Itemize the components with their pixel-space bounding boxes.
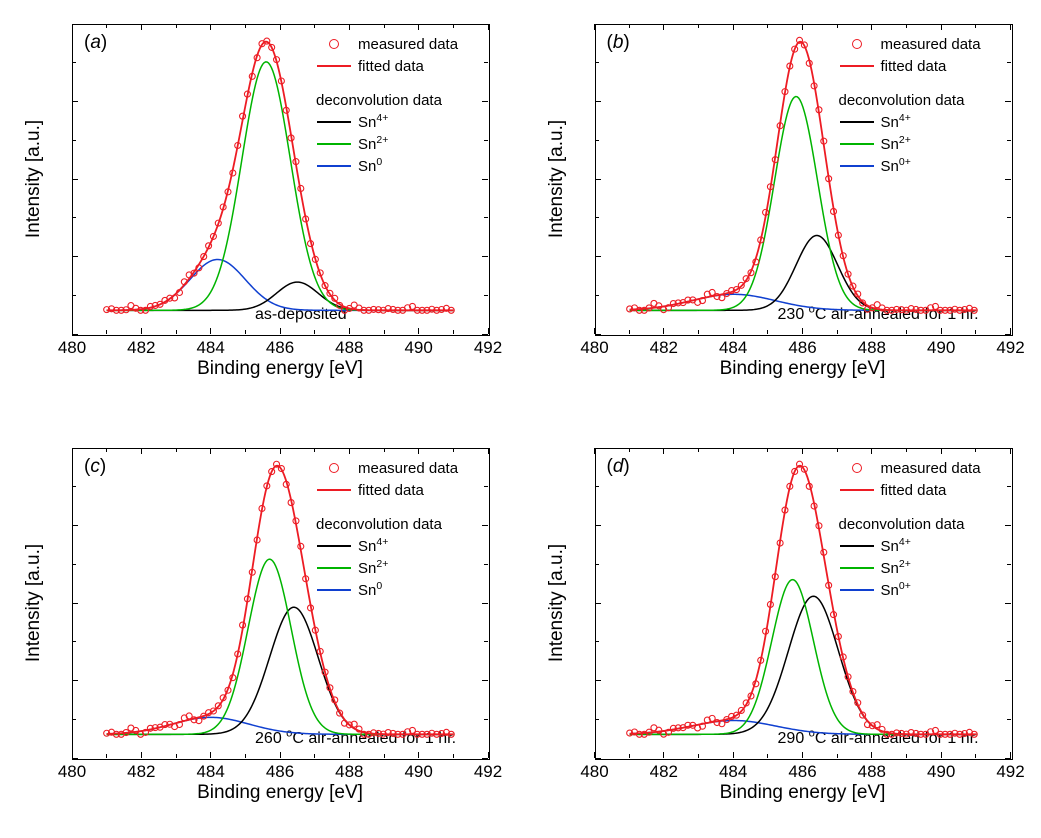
legend-row: Sn2+ (839, 558, 981, 578)
legend-row: measured data (839, 458, 981, 478)
line-icon (839, 560, 875, 576)
line-icon (839, 58, 875, 74)
legend-row: Sn4+ (316, 112, 458, 132)
legend-label: measured data (358, 460, 458, 477)
legend-label: measured data (881, 460, 981, 477)
legend-label: Sn4+ (358, 538, 388, 555)
legend-row: measured data (316, 34, 458, 54)
legend-row: Sn0 (316, 580, 458, 600)
legend-label: Sn0+ (881, 158, 911, 175)
legend-row: Sn4+ (839, 536, 981, 556)
line-icon (316, 136, 352, 152)
circle-icon (316, 36, 352, 52)
circle-icon (316, 460, 352, 476)
legend-label: Sn4+ (881, 538, 911, 555)
legend-label: fitted data (358, 482, 424, 499)
line-icon (316, 538, 352, 554)
legend-row: measured data (839, 34, 981, 54)
legend-header: deconvolution data (839, 92, 981, 109)
legend-row: fitted data (839, 480, 981, 500)
curve-sn4 (629, 596, 976, 734)
legend: measured data fitted data deconvolution da… (839, 458, 981, 602)
legend-label: Sn2+ (881, 136, 911, 153)
line-icon (839, 158, 875, 174)
legend-label: fitted data (881, 58, 947, 75)
legend-row: Sn2+ (316, 558, 458, 578)
legend-row: fitted data (839, 56, 981, 76)
legend-label: Sn0 (358, 582, 382, 599)
legend-header: deconvolution data (839, 516, 981, 533)
legend-row: Sn2+ (316, 134, 458, 154)
curve-sn4 (107, 607, 454, 734)
figure-grid: 480482484486488490492Binding energy [eV]… (10, 10, 1031, 828)
legend-label: Sn4+ (881, 114, 911, 131)
circle-icon (839, 460, 875, 476)
legend: measured data fitted data deconvolution da… (316, 34, 458, 178)
line-icon (316, 560, 352, 576)
line-icon (839, 482, 875, 498)
line-icon (316, 582, 352, 598)
legend: measured data fitted data deconvolution da… (316, 458, 458, 602)
line-icon (316, 482, 352, 498)
panel-a: 480482484486488490492Binding energy [eV]… (10, 10, 508, 404)
legend-label: fitted data (358, 58, 424, 75)
line-icon (839, 538, 875, 554)
curve-sn4 (629, 236, 976, 311)
legend-row: Sn0 (316, 156, 458, 176)
legend-row: Sn4+ (316, 536, 458, 556)
legend-row: Sn2+ (839, 134, 981, 154)
legend-label: Sn4+ (358, 114, 388, 131)
panel-c: 480482484486488490492Binding energy [eV]… (10, 434, 508, 828)
line-icon (316, 58, 352, 74)
legend-label: measured data (358, 36, 458, 53)
legend-row: fitted data (316, 56, 458, 76)
legend-row: measured data (316, 458, 458, 478)
legend-row: Sn0+ (839, 580, 981, 600)
legend-row: Sn4+ (839, 112, 981, 132)
legend-label: fitted data (881, 482, 947, 499)
legend-header: deconvolution data (316, 92, 458, 109)
panel-b: 480482484486488490492Binding energy [eV]… (533, 10, 1031, 404)
line-icon (316, 158, 352, 174)
legend-label: Sn2+ (358, 136, 388, 153)
legend-label: Sn2+ (881, 560, 911, 577)
legend: measured data fitted data deconvolution da… (839, 34, 981, 178)
legend-label: Sn0 (358, 158, 382, 175)
legend-header: deconvolution data (316, 516, 458, 533)
curve-sn2 (629, 580, 976, 735)
legend-label: Sn2+ (358, 560, 388, 577)
curve-sn0 (107, 259, 454, 310)
line-icon (839, 582, 875, 598)
line-icon (839, 114, 875, 130)
legend-row: fitted data (316, 480, 458, 500)
line-icon (316, 114, 352, 130)
legend-label: measured data (881, 36, 981, 53)
panel-d: 480482484486488490492Binding energy [eV]… (533, 434, 1031, 828)
circle-icon (839, 36, 875, 52)
legend-row: Sn0+ (839, 156, 981, 176)
legend-label: Sn0+ (881, 582, 911, 599)
line-icon (839, 136, 875, 152)
